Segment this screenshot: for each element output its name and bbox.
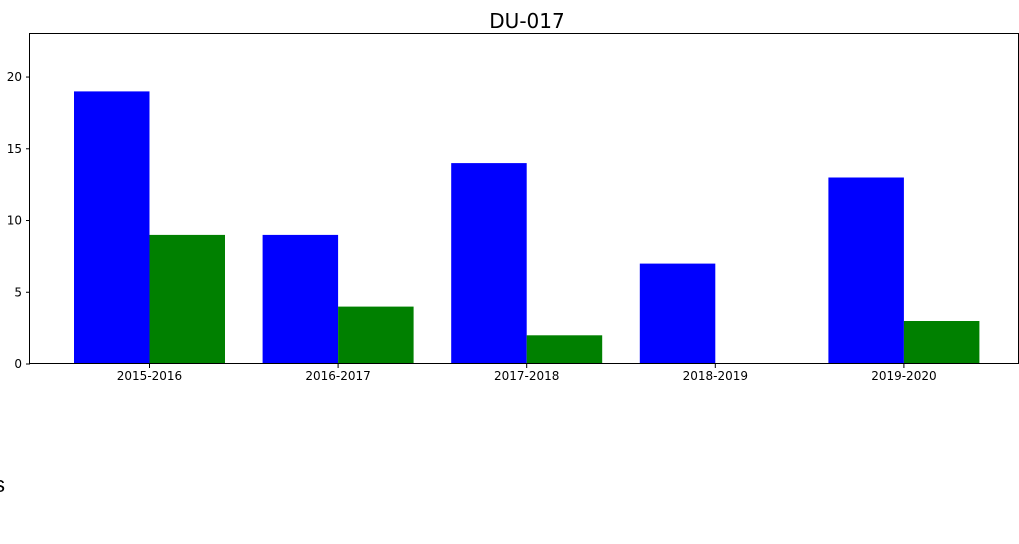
bar-2016-2017-series-2	[338, 306, 414, 364]
y-axis: 0 5 10 15 20	[7, 70, 30, 371]
bar-2019-2020-series-1	[828, 177, 904, 364]
y-tick-label: 5	[14, 285, 22, 299]
x-tick-label: 2017-2018	[494, 369, 559, 383]
x-tick-label: 2019-2020	[871, 369, 936, 383]
bar-2015-2016-series-1	[74, 91, 150, 365]
bar-2018-2019-series-1	[639, 263, 716, 364]
bar-2019-2020-series-2	[903, 321, 980, 364]
x-axis: 2015-2016 2016-2017 2017-2018 2018-2019 2019…	[117, 364, 937, 383]
bar-2015-2016-series-2	[149, 234, 225, 364]
y-tick-label: 20	[7, 70, 22, 84]
y-tick-label: 10	[7, 214, 22, 228]
bar-2017-2018-series-1	[451, 163, 527, 364]
bar-2017-2018-series-2	[526, 335, 603, 364]
y-tick-label: 15	[7, 142, 22, 156]
bars-group	[74, 91, 980, 365]
x-tick-label: 2015-2016	[117, 369, 182, 383]
y-tick-label: 0	[14, 357, 22, 371]
bar-2016-2017-series-1	[262, 234, 339, 364]
x-tick-label: 2018-2019	[683, 369, 748, 383]
chart-title: DU-017	[489, 9, 564, 33]
stray-text: s	[0, 474, 5, 496]
x-tick-label: 2016-2017	[305, 369, 370, 383]
